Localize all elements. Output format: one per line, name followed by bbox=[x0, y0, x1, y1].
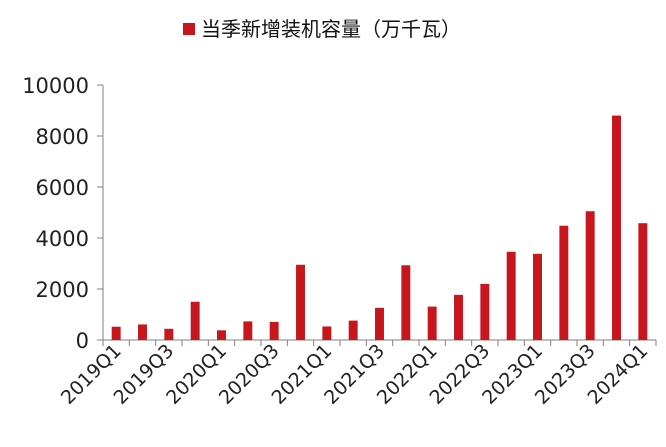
bar-2020Q4 bbox=[296, 264, 305, 340]
y-tick-label: 10000 bbox=[22, 74, 89, 98]
y-tick-label: 8000 bbox=[36, 125, 89, 149]
bar-2021Q4 bbox=[401, 265, 411, 340]
bar-2023Q2 bbox=[559, 225, 569, 340]
bar-2019Q1 bbox=[111, 326, 121, 340]
bar-2022Q2 bbox=[454, 294, 463, 340]
bar-2023Q3 bbox=[585, 211, 595, 340]
bar-2023Q1 bbox=[533, 253, 542, 340]
y-tick-label: 2000 bbox=[36, 278, 89, 302]
bar-2023Q4 bbox=[612, 115, 621, 340]
y-axis: 0 2000 4000 6000 8000 10000 bbox=[22, 74, 104, 353]
y-tick-label: 0 bbox=[76, 329, 89, 353]
bar-2020Q1 bbox=[217, 330, 226, 340]
y-tick-label: 4000 bbox=[36, 227, 89, 251]
bar-2020Q2 bbox=[243, 321, 253, 340]
legend: 当季新增装机容量（万千瓦） bbox=[183, 17, 461, 41]
bar-2022Q1 bbox=[427, 306, 437, 340]
bar-2021Q1 bbox=[322, 326, 332, 340]
bar-2024Q1 bbox=[638, 223, 648, 340]
bar-2022Q4 bbox=[506, 251, 516, 340]
bar-2022Q3 bbox=[480, 283, 490, 340]
x-axis: 2019Q12019Q32020Q12020Q32021Q12021Q32022… bbox=[57, 339, 657, 409]
legend-swatch bbox=[183, 23, 195, 35]
legend-label: 当季新增装机容量（万千瓦） bbox=[201, 17, 461, 41]
bar-2019Q2 bbox=[138, 324, 147, 340]
bar-2019Q3 bbox=[164, 328, 174, 340]
bar-2021Q3 bbox=[375, 307, 384, 340]
y-tick-label: 6000 bbox=[36, 176, 89, 200]
bars bbox=[111, 115, 648, 340]
bar-2021Q2 bbox=[348, 320, 358, 340]
bar-2019Q4 bbox=[190, 301, 200, 340]
bar-2020Q3 bbox=[269, 321, 279, 340]
